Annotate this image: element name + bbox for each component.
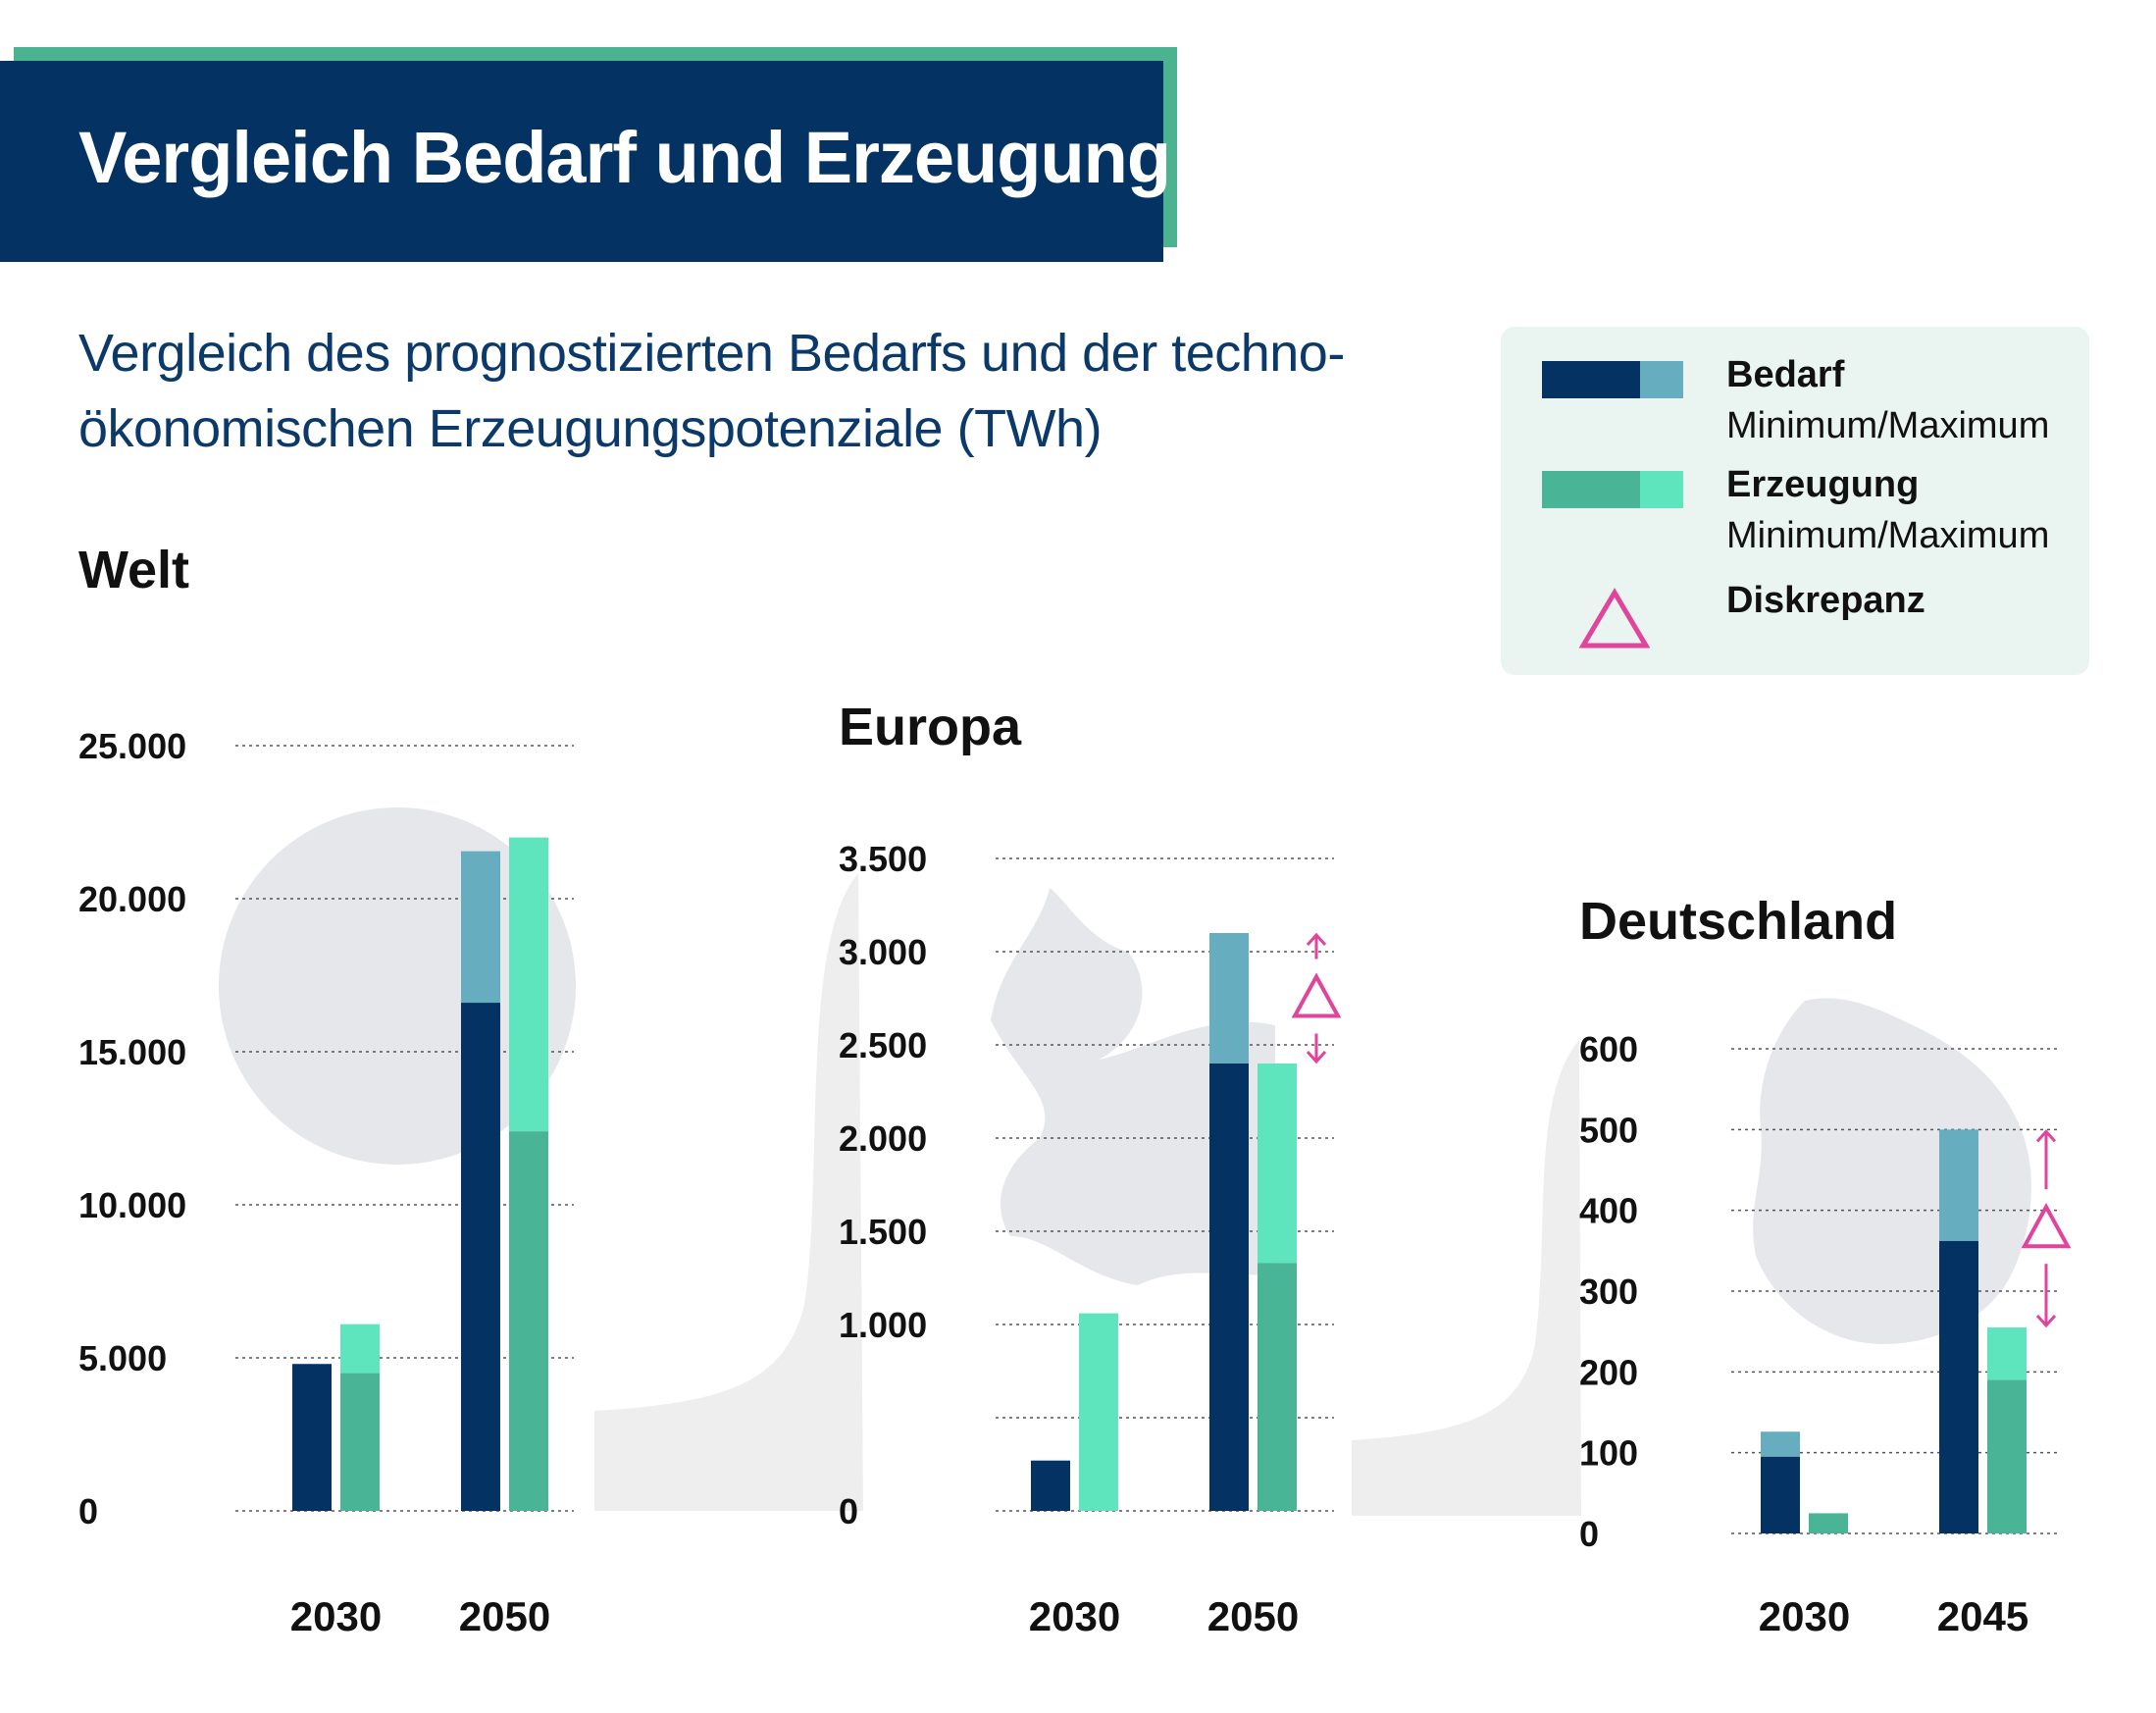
legend-erzeugung-min-swatch — [1542, 471, 1640, 508]
diskrepanz-triangle-icon — [1291, 972, 1342, 1018]
y-tick-label-europa: 3.000 — [839, 932, 927, 972]
bar-bedarf-max-deutschland-2045 — [1939, 1129, 1978, 1241]
ramp-silhouette-2 — [1352, 1040, 1581, 1516]
bar-erzeugung-deutschland-2030 — [1809, 1513, 1848, 1533]
bar-erzeugung-europa-2030 — [1079, 1313, 1118, 1511]
x-tick-label-welt: 2030 — [290, 1593, 382, 1639]
legend-bedarf-min-swatch — [1542, 361, 1640, 398]
diskrepanz-arrowhead-down — [1306, 1050, 1327, 1064]
y-tick-label-welt: 20.000 — [78, 879, 186, 919]
y-tick-label-welt: 25.000 — [78, 726, 186, 766]
y-tick-label-europa: 0 — [839, 1491, 858, 1531]
legend-bedarf-label: Bedarf — [1726, 354, 1845, 395]
bar-erzeugung-min-deutschland-2045 — [1987, 1379, 2027, 1533]
bar-bedarf-min-deutschland-2045 — [1939, 1240, 1978, 1533]
x-tick-label-deutschland: 2045 — [1937, 1593, 2028, 1639]
bar-erzeugung-max-deutschland-2045 — [1987, 1327, 2027, 1380]
legend-erzeugung-sub: Minimum/Maximum — [1726, 515, 2050, 556]
diskrepanz-arrowhead-up — [2035, 1129, 2057, 1143]
chart-title-europa: Europa — [839, 698, 1022, 756]
triangle-icon — [1578, 588, 1651, 649]
chart-title-deutschland: Deutschland — [1579, 892, 1898, 951]
x-tick-label-europa: 2030 — [1029, 1593, 1120, 1639]
y-tick-label-europa: 1.500 — [839, 1212, 927, 1252]
x-tick-label-deutschland: 2030 — [1759, 1593, 1850, 1639]
page-title: Vergleich Bedarf und Erzeugung — [78, 117, 1171, 198]
y-tick-label-europa: 2.500 — [839, 1025, 927, 1065]
bar-bedarf-min-europa-2050 — [1209, 1064, 1249, 1511]
bar-erzeugung-min-europa-2050 — [1258, 1263, 1297, 1511]
y-tick-label-europa: 1.000 — [839, 1305, 927, 1345]
bar-erzeugung-min-welt-2050 — [509, 1131, 548, 1511]
germany-map-silhouette — [1753, 998, 2031, 1344]
y-tick-label-deutschland: 100 — [1579, 1433, 1638, 1474]
bar-erzeugung-max-welt-2030 — [340, 1324, 380, 1374]
y-tick-label-deutschland: 400 — [1579, 1191, 1638, 1231]
y-tick-label-deutschland: 300 — [1579, 1272, 1638, 1312]
bar-bedarf-min-europa-2030 — [1031, 1460, 1070, 1511]
bar-bedarf-max-deutschland-2030 — [1761, 1431, 1800, 1457]
bar-bedarf-max-europa-2050 — [1209, 933, 1249, 1064]
page-subtitle: Vergleich des prognostizierten Bedarfs u… — [78, 324, 1345, 458]
bar-bedarf-min-deutschland-2030 — [1761, 1456, 1800, 1533]
x-tick-label-welt: 2050 — [459, 1593, 550, 1639]
y-tick-label-europa: 2.000 — [839, 1118, 927, 1159]
bar-bedarf-max-welt-2050 — [461, 851, 500, 1004]
diskrepanz-triangle-icon — [2021, 1203, 2072, 1249]
diskrepanz-arrowhead-down — [2035, 1315, 2057, 1328]
y-tick-label-deutschland: 200 — [1579, 1352, 1638, 1392]
y-tick-label-europa: 3.500 — [839, 839, 927, 879]
diskrepanz-arrowhead-up — [1306, 932, 1327, 947]
y-tick-label-welt: 10.000 — [78, 1185, 186, 1225]
ramp-silhouette-1 — [594, 873, 863, 1511]
legend-diskrepanz-label: Diskrepanz — [1726, 580, 1925, 621]
y-tick-label-deutschland: 600 — [1579, 1029, 1638, 1069]
bar-erzeugung-max-welt-2050 — [509, 837, 548, 1132]
y-tick-label-welt: 15.000 — [78, 1032, 186, 1072]
bar-bedarf-min-welt-2030 — [292, 1364, 332, 1511]
europe-map-silhouette — [991, 888, 1275, 1285]
legend: Bedarf Minimum/Maximum Erzeugung Minimum… — [1501, 327, 2089, 675]
legend-erzeugung-max-swatch — [1640, 471, 1683, 508]
y-tick-label-welt: 0 — [78, 1491, 98, 1531]
x-tick-label-europa: 2050 — [1207, 1593, 1299, 1639]
legend-bedarf-max-swatch — [1640, 361, 1683, 398]
bar-erzeugung-min-welt-2030 — [340, 1373, 380, 1511]
y-tick-label-deutschland: 500 — [1579, 1110, 1638, 1150]
y-tick-label-deutschland: 0 — [1579, 1514, 1599, 1554]
bar-bedarf-min-welt-2050 — [461, 1003, 500, 1511]
title-banner — [0, 61, 1163, 262]
legend-bedarf-sub: Minimum/Maximum — [1726, 405, 2050, 446]
legend-erzeugung-label: Erzeugung — [1726, 464, 1920, 505]
chart-title-welt: Welt — [78, 541, 190, 599]
y-tick-label-welt: 5.000 — [78, 1338, 167, 1378]
bar-erzeugung-max-europa-2050 — [1258, 1064, 1297, 1264]
